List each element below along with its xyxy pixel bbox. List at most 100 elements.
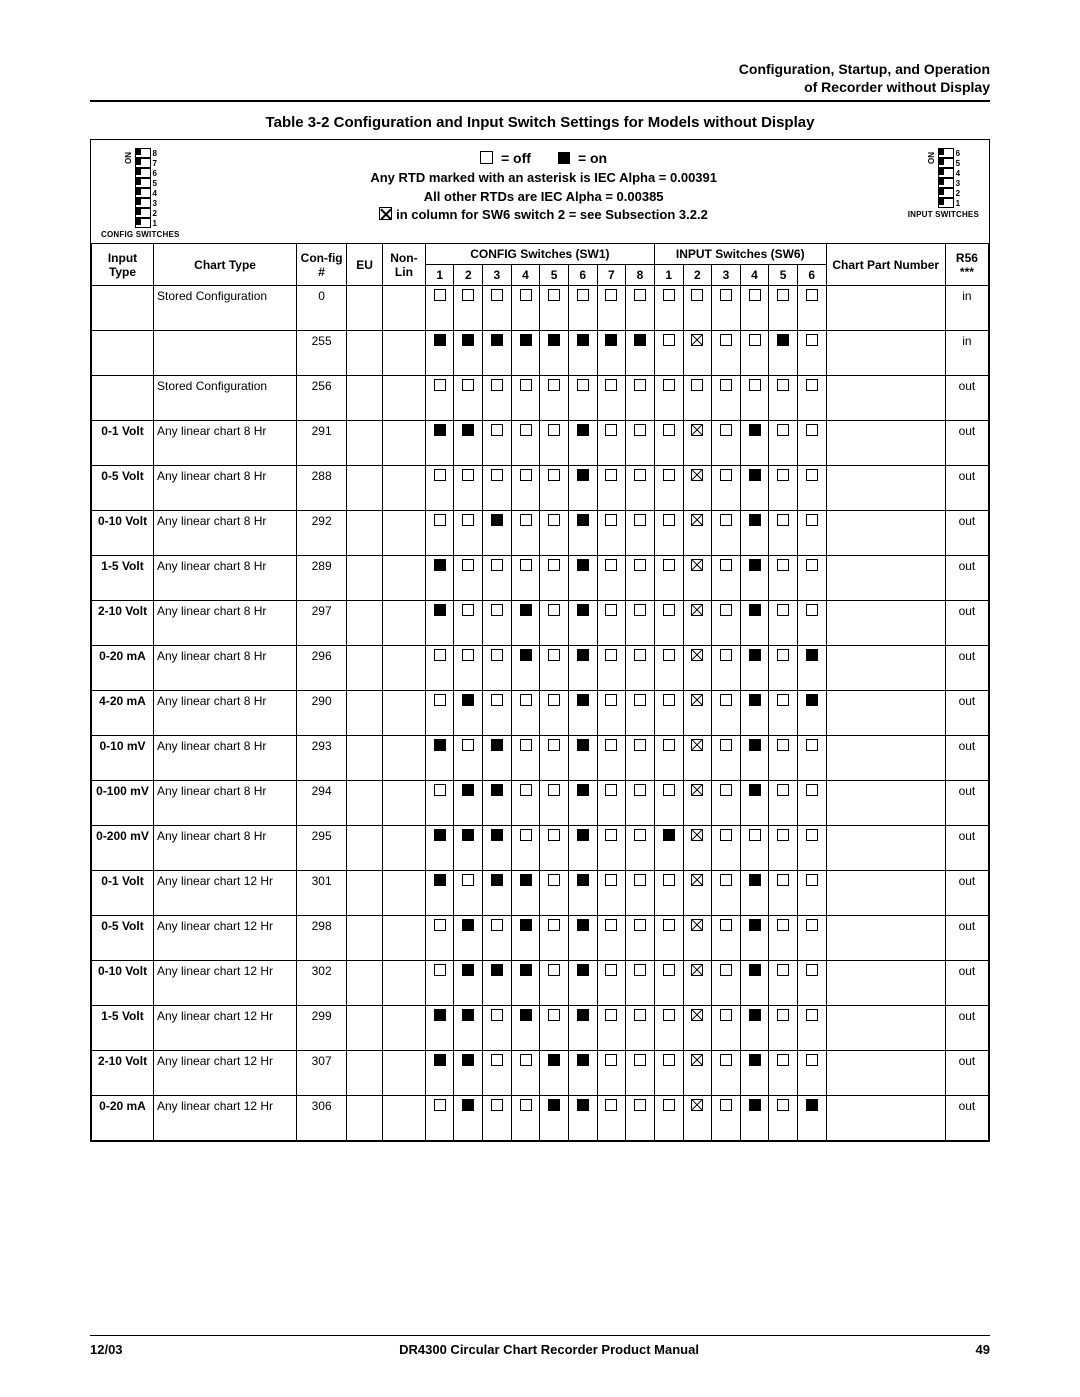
cell-input-type: 0-10 Volt	[92, 961, 154, 1006]
cell-chart-type: Stored Configuration	[154, 286, 297, 331]
switch-on-icon	[462, 964, 474, 976]
cell-nonlin	[382, 556, 425, 601]
switch-off-icon	[806, 1054, 818, 1066]
cell-sw6	[654, 1096, 683, 1141]
switch-off-icon	[806, 784, 818, 796]
footer-title: DR4300 Circular Chart Recorder Product M…	[399, 1342, 699, 1357]
switch-on-icon	[434, 739, 446, 751]
cell-chart-part	[826, 331, 945, 376]
cell-sw6	[654, 511, 683, 556]
switch-off-icon	[634, 1009, 646, 1021]
cell-sw6	[712, 286, 741, 331]
cell-sw6	[712, 601, 741, 646]
cell-sw1	[425, 646, 454, 691]
cell-sw6	[769, 556, 798, 601]
cell-sw6	[712, 826, 741, 871]
cell-sw6	[712, 736, 741, 781]
cell-sw6	[740, 421, 769, 466]
switch-off-icon	[720, 1054, 732, 1066]
th-switch-num: 1	[654, 265, 683, 286]
cell-sw6	[683, 826, 712, 871]
cell-sw1	[425, 286, 454, 331]
cell-sw1	[568, 556, 597, 601]
cell-eu	[347, 286, 383, 331]
cell-nonlin	[382, 421, 425, 466]
cell-sw6	[797, 556, 826, 601]
cell-sw1	[597, 286, 626, 331]
cell-config-no: 297	[297, 601, 347, 646]
switch-off-icon	[663, 469, 675, 481]
switch-off-icon	[663, 514, 675, 526]
x-symbol-icon	[379, 207, 392, 220]
switch-on-icon	[749, 1099, 761, 1111]
switch-on-icon	[548, 334, 560, 346]
cell-sw1	[511, 736, 540, 781]
cell-sw6	[683, 1006, 712, 1051]
cell-config-no: 302	[297, 961, 347, 1006]
th-eu: EU	[347, 244, 383, 286]
cell-sw1	[626, 646, 655, 691]
switch-on-icon	[577, 469, 589, 481]
switch-off-icon	[777, 694, 789, 706]
cell-eu	[347, 1006, 383, 1051]
switch-off-icon	[777, 604, 789, 616]
switch-off-icon	[663, 784, 675, 796]
cell-sw1	[540, 781, 569, 826]
switch-off-icon	[720, 379, 732, 391]
dip-number: 6	[153, 169, 157, 178]
switch-off-icon	[605, 289, 617, 301]
cell-chart-part	[826, 781, 945, 826]
cell-sw6	[740, 646, 769, 691]
cell-config-no: 292	[297, 511, 347, 556]
switch-off-icon	[605, 424, 617, 436]
cell-chart-type: Any linear chart 12 Hr	[154, 961, 297, 1006]
cell-sw1	[540, 871, 569, 916]
switch-off-icon	[634, 289, 646, 301]
switch-x-icon	[691, 874, 703, 886]
switch-off-icon	[634, 739, 646, 751]
switch-off-icon	[777, 514, 789, 526]
cell-eu	[347, 1096, 383, 1141]
switch-off-icon	[548, 694, 560, 706]
dip-number: 7	[153, 159, 157, 168]
cell-sw1	[540, 466, 569, 511]
cell-sw1	[511, 331, 540, 376]
switch-off-icon	[720, 784, 732, 796]
cell-input-type: 0-5 Volt	[92, 466, 154, 511]
cell-sw6	[769, 1006, 798, 1051]
switch-off-icon	[520, 559, 532, 571]
cell-sw1	[540, 691, 569, 736]
switch-on-icon	[491, 334, 503, 346]
switch-off-icon	[548, 784, 560, 796]
switch-off-icon	[806, 739, 818, 751]
cell-r56: out	[945, 466, 988, 511]
cell-sw6	[712, 556, 741, 601]
th-switch-num: 6	[568, 265, 597, 286]
cell-r56: out	[945, 961, 988, 1006]
switch-x-icon	[691, 604, 703, 616]
cell-sw6	[797, 511, 826, 556]
cell-sw6	[683, 376, 712, 421]
cell-sw6	[740, 871, 769, 916]
switch-on-icon	[577, 784, 589, 796]
off-symbol-icon	[480, 151, 493, 164]
cell-r56: out	[945, 556, 988, 601]
cell-r56: out	[945, 1051, 988, 1096]
switch-off-icon	[777, 919, 789, 931]
switch-off-icon	[462, 604, 474, 616]
cell-sw6	[654, 376, 683, 421]
switch-on-icon	[462, 1099, 474, 1111]
switch-off-icon	[720, 334, 732, 346]
switch-on-icon	[749, 919, 761, 931]
page-footer: 12/03 DR4300 Circular Chart Recorder Pro…	[90, 1335, 990, 1357]
cell-r56: out	[945, 826, 988, 871]
dip-number: 8	[153, 149, 157, 158]
cell-sw1	[425, 601, 454, 646]
switch-off-icon	[434, 649, 446, 661]
cell-sw1	[425, 466, 454, 511]
cell-sw6	[769, 421, 798, 466]
table-row: 0-10 VoltAny linear chart 8 Hr292out	[92, 511, 989, 556]
cell-nonlin	[382, 1006, 425, 1051]
cell-sw6	[712, 1096, 741, 1141]
cell-sw1	[540, 376, 569, 421]
